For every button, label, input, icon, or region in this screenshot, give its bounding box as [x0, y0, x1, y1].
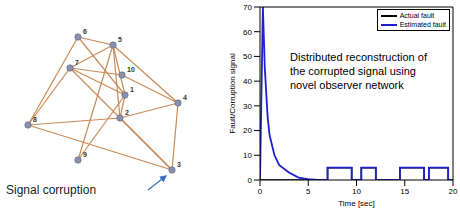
- svg-text:3: 3: [177, 161, 181, 168]
- svg-text:6: 6: [83, 28, 87, 35]
- svg-text:10: 10: [352, 187, 361, 196]
- svg-text:10: 10: [127, 66, 135, 73]
- svg-text:9: 9: [83, 151, 87, 158]
- svg-text:15: 15: [400, 187, 409, 196]
- html-text:Estimated fault: Estimated fault: [399, 21, 446, 28]
- svg-text:40: 40: [243, 77, 252, 86]
- svg-text:Signal corruption: Signal corruption: [8, 183, 96, 197]
- svg-text:0: 0: [248, 176, 253, 185]
- svg-text:Time [sec]: Time [sec]: [338, 199, 375, 208]
- html-text:Distributed reconstruction of: Distributed reconstruction of the corrup…: [290, 51, 427, 91]
- svg-text:10: 10: [243, 151, 252, 160]
- svg-text:20: 20: [243, 126, 252, 135]
- svg-text:Fault/Corruption signal: Fault/Corruption signal: [228, 53, 237, 134]
- svg-text:70: 70: [243, 3, 252, 12]
- svg-text:7: 7: [75, 59, 79, 66]
- svg-text:5: 5: [306, 187, 311, 196]
- svg-text:20: 20: [449, 187, 452, 196]
- svg-text:4: 4: [183, 94, 187, 101]
- html-text:Actual fault: Actual fault: [399, 12, 435, 19]
- svg-text:30: 30: [243, 102, 252, 111]
- svg-text:50: 50: [243, 52, 252, 61]
- svg-text:5: 5: [118, 36, 122, 43]
- svg-text:0: 0: [258, 187, 263, 196]
- svg-text:8: 8: [33, 116, 37, 123]
- svg-text:1: 1: [130, 86, 134, 93]
- svg-text:60: 60: [243, 28, 252, 37]
- svg-text:2: 2: [125, 109, 129, 116]
